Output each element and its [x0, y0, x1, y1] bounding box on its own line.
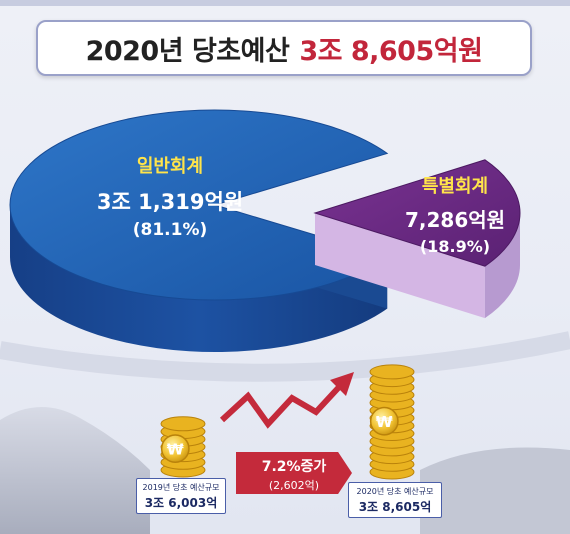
label-2020-caption: 2020년 당초 예산규모 [356, 487, 434, 496]
top-band [0, 0, 570, 6]
coin [369, 364, 415, 380]
coin-face [160, 434, 190, 463]
title-amount: 3조 8,605억원 [299, 35, 483, 67]
label-2019-amount: 3조 6,003억 [144, 496, 218, 510]
won-icon: ₩ [167, 441, 184, 459]
label-2020-amount: 3조 8,605억 [358, 500, 432, 514]
label-2019: 2019년 당초 예산규모 3조 6,003억 [136, 478, 226, 514]
special-percent: (18.9%) [419, 237, 491, 256]
title-main: 2020년 당초예산 [85, 35, 290, 67]
pie-general-side [10, 205, 388, 353]
general-label-group: 일반회계 3조 1,319억원 (81.1%) [80, 152, 260, 240]
pie-special-cut-face [315, 213, 485, 319]
pie-general-top [9, 109, 389, 301]
coin-face [369, 406, 399, 436]
growth-rate: 7.2%증가 [261, 459, 327, 475]
coin [160, 416, 206, 432]
coin-stack-2020: ₩ [369, 364, 415, 480]
label-2020: 2020년 당초 예산규모 3조 8,605억 [348, 482, 442, 518]
title-box: 2020년 당초예산 3조 8,605억원 [36, 20, 532, 76]
pie-slice-general [9, 109, 389, 353]
pie-slice-special [313, 159, 521, 319]
general-amount: 3조 1,319억원 [96, 190, 244, 214]
label-2019-caption: 2019년 당초 예산규모 [142, 483, 220, 492]
growth-diff: (2,602억) [268, 479, 320, 492]
growth-arrowhead [330, 372, 354, 396]
growth-badge: 7.2%증가 (2,602억) [236, 452, 352, 494]
pie-special-side [484, 213, 520, 319]
general-label: 일반회계 [136, 156, 204, 177]
special-label: 특별회계 [421, 176, 489, 197]
pie-special-top [313, 159, 521, 267]
coin-stack-2019: ₩ [160, 416, 206, 478]
background-arc [0, 331, 570, 382]
general-percent: (81.1%) [132, 220, 208, 240]
growth-arrow [219, 383, 343, 429]
background-hills-right [420, 447, 570, 534]
special-label-group: 특별회계 7,286억원 (18.9%) [380, 172, 530, 256]
background-hills [0, 406, 150, 534]
won-icon: ₩ [376, 413, 393, 431]
special-amount: 7,286억원 [404, 208, 506, 232]
